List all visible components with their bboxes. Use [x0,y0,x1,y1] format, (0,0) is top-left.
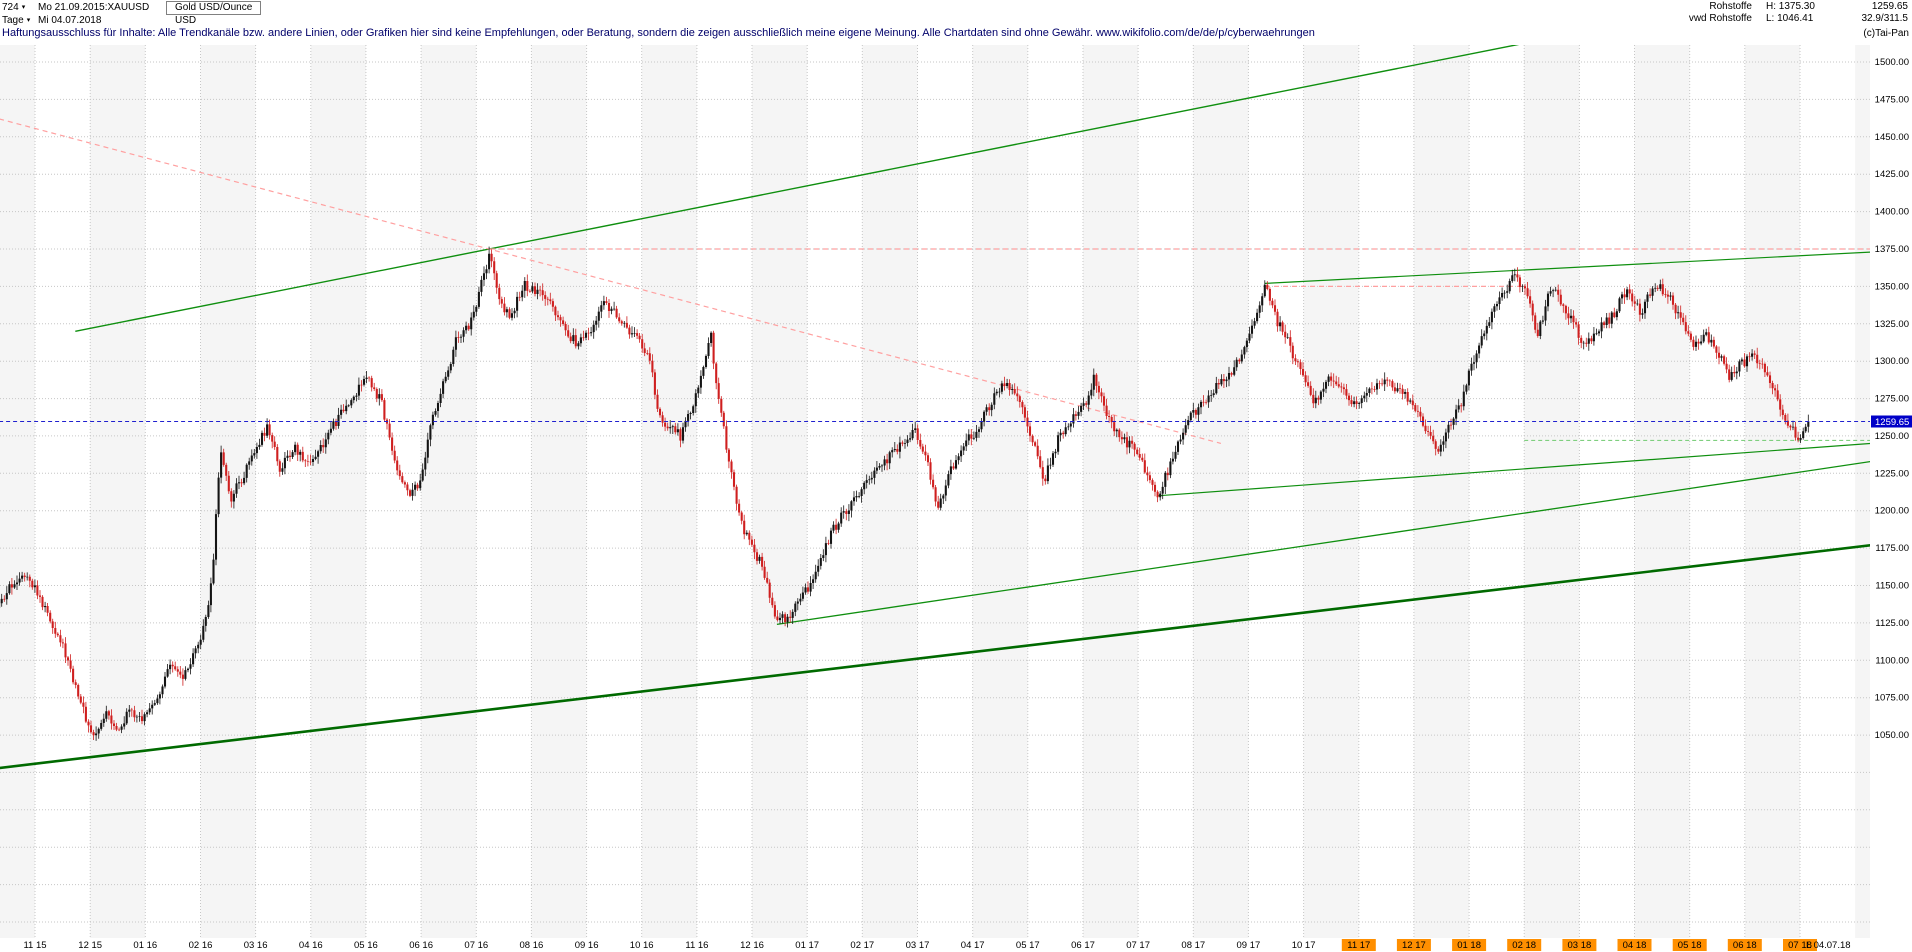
svg-text:04 17: 04 17 [961,940,985,951]
series-start-label: Mo 21.09.2015:XAUUSD [38,2,150,13]
chart-header-right: Rohstoffe H: 1375.30 1259.65 vwd Rohstof… [1689,1,1908,24]
ratio-value: 32.9/311.5 [1861,13,1908,24]
y-axis-labels: 1050.00 1075.00 1100.00 1125.00 1150.00 1175.… [1875,57,1909,741]
highs-channel-green [75,45,1520,332]
svg-text:05 17: 05 17 [1016,940,1040,951]
dropdown-arrow-icon: ▾ [26,17,31,24]
timeframe-selector[interactable]: Tage ▾ [2,15,38,26]
svg-text:1350.00: 1350.00 [1875,281,1909,292]
svg-text:11 17: 11 17 [1347,940,1370,951]
svg-text:08 16: 08 16 [520,940,544,951]
svg-text:03 17: 03 17 [906,940,930,951]
svg-text:1475.00: 1475.00 [1875,94,1909,105]
svg-text:1150.00: 1150.00 [1875,581,1909,592]
periods-selector[interactable]: 724 ▾ [2,2,38,13]
current-price-badge: 1259.65 [1871,415,1912,428]
data-source-label: Rohstoffe [1709,1,1752,12]
downtrend-pink-dashed [0,118,1222,444]
svg-text:10 17: 10 17 [1292,940,1316,951]
svg-text:L 04.07.18: L 04.07.18 [1806,940,1851,951]
trendlines-layer [0,45,1870,770]
header-row-2: Tage ▾ Mi 04.07.2018 USD [2,14,261,27]
svg-text:04 18: 04 18 [1623,940,1647,951]
instrument-name: Gold USD/Ounce [175,1,253,13]
svg-text:09 16: 09 16 [575,940,599,951]
svg-text:1425.00: 1425.00 [1875,169,1909,180]
minor-support-right-green [1157,442,1870,497]
x-axis-labels: 11 15 12 15 01 16 02 16 03 16 04 16 05 16 06 16… [23,939,1851,951]
svg-text:1450.00: 1450.00 [1875,132,1909,143]
svg-text:1275.00: 1275.00 [1875,394,1909,405]
svg-text:01 18: 01 18 [1457,940,1481,951]
tops-green-right [1264,251,1870,284]
svg-text:06 17: 06 17 [1071,940,1095,951]
svg-text:1175.00: 1175.00 [1875,543,1909,554]
svg-text:1125.00: 1125.00 [1875,618,1909,629]
support-from-dec16-green [776,460,1870,626]
period-low-label: L: 1046.41 [1766,13,1814,24]
grid-layer [0,45,1870,938]
instrument-name-box[interactable]: Gold USD/Ounce [166,0,262,15]
svg-text:03 16: 03 16 [244,940,268,951]
svg-text:1300.00: 1300.00 [1875,356,1909,367]
svg-text:1500.00: 1500.00 [1875,57,1909,68]
svg-text:1250.00: 1250.00 [1875,431,1909,442]
month-bands-layer [0,45,1870,938]
svg-text:03 18: 03 18 [1568,940,1592,951]
svg-text:06 18: 06 18 [1733,940,1757,951]
svg-text:01 16: 01 16 [133,940,157,951]
dropdown-arrow-icon: ▾ [21,4,26,11]
svg-text:12 15: 12 15 [78,940,102,951]
svg-text:05 16: 05 16 [354,940,378,951]
svg-text:1400.00: 1400.00 [1875,207,1909,218]
header-row-1: 724 ▾ Mo 21.09.2015:XAUUSD Gold USD/Ounc… [2,0,262,15]
chart-header-left: 724 ▾ Mo 21.09.2015:XAUUSD Gold USD/Ounc… [2,0,262,27]
svg-text:09 17: 09 17 [1237,940,1261,951]
svg-text:1100.00: 1100.00 [1875,655,1909,666]
svg-text:04 16: 04 16 [299,940,323,951]
svg-text:1225.00: 1225.00 [1875,468,1909,479]
data-source-label-2: vwd Rohstoffe [1688,13,1752,24]
timeframe-value: Tage [2,15,24,26]
svg-text:1075.00: 1075.00 [1875,693,1909,704]
svg-text:06 16: 06 16 [409,940,433,951]
periods-value: 724 [2,2,19,13]
currency-label: USD [175,15,197,26]
svg-text:11 15: 11 15 [23,940,46,951]
svg-text:1050.00: 1050.00 [1875,730,1909,741]
svg-text:10 16: 10 16 [630,940,654,951]
series-end-label: Mi 04.07.2018 [38,15,102,26]
svg-text:01 17: 01 17 [795,940,819,951]
svg-text:1375.00: 1375.00 [1875,244,1909,255]
svg-text:02 16: 02 16 [189,940,213,951]
svg-text:07 17: 07 17 [1126,940,1150,951]
svg-text:02 18: 02 18 [1512,940,1536,951]
svg-text:11 16: 11 16 [685,940,708,951]
svg-text:12 16: 12 16 [740,940,764,951]
svg-text:1325.00: 1325.00 [1875,319,1909,330]
copyright-label: (c)Tai-Pan [1863,28,1909,39]
current-price-text: 1259.65 [1871,1,1908,12]
period-high-label: H: 1375.30 [1766,1,1815,12]
major-support-thick-green [0,543,1870,770]
svg-text:07 16: 07 16 [464,940,488,951]
svg-text:1259.65: 1259.65 [1875,417,1909,428]
svg-text:12 17: 12 17 [1402,940,1426,951]
svg-text:1200.00: 1200.00 [1875,506,1909,517]
candles-layer [0,246,1810,741]
svg-text:08 17: 08 17 [1181,940,1205,951]
disclaimer-text: Haftungsausschluss für Inhalte: Alle Tre… [2,27,1315,39]
svg-text:05 18: 05 18 [1678,940,1702,951]
svg-text:02 17: 02 17 [850,940,874,951]
svg-text:07 18: 07 18 [1788,940,1812,951]
